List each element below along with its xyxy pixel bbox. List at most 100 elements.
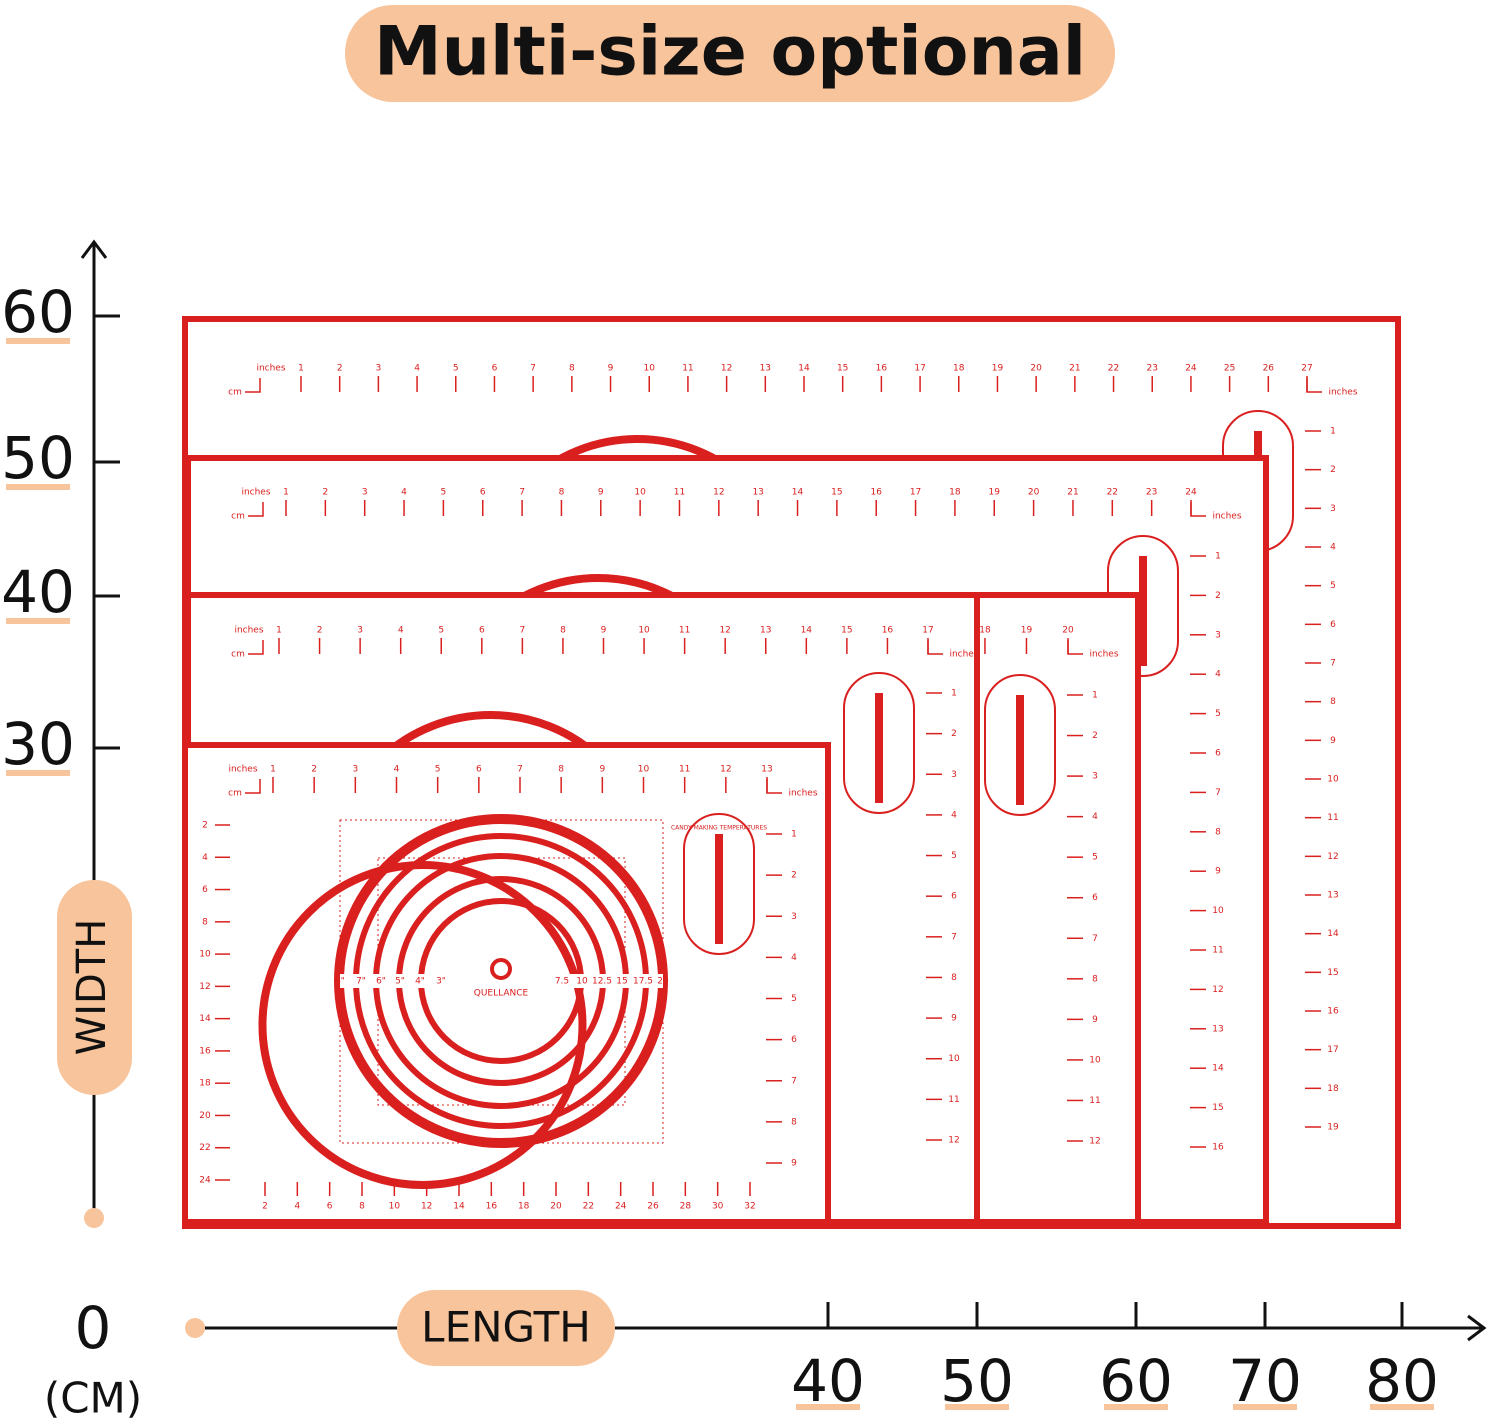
ruler-label: 3	[1330, 504, 1336, 514]
ruler-label: 16	[1212, 1143, 1224, 1153]
ruler-label: 17	[914, 364, 925, 374]
ruler-label: 14	[792, 488, 804, 498]
ruler-label: 14	[1212, 1064, 1224, 1074]
ruler-label: 12	[1212, 985, 1223, 995]
ruler-label: 19	[1327, 1123, 1339, 1133]
candy-panel	[843, 672, 915, 814]
ruler-label: 4	[394, 765, 400, 775]
ruler-label: 9	[1092, 1015, 1098, 1025]
title: Multi-size optional	[374, 13, 1086, 92]
y-axis-label: WIDTH	[69, 919, 115, 1056]
inches-label: inches	[1328, 388, 1357, 398]
ruler-label: 11	[679, 765, 690, 775]
ruler-label: 20	[199, 1111, 211, 1121]
inches-label: inches	[788, 789, 817, 799]
ruler-label: 2	[1330, 465, 1336, 475]
ruler-label: 1	[1330, 427, 1336, 437]
ruler-label: 24	[199, 1176, 211, 1186]
ruler-label: 1	[1215, 552, 1221, 562]
ruler-label: 14	[1327, 929, 1339, 939]
x-tick-label: 50	[940, 1347, 1014, 1415]
ruler-label: 2	[311, 765, 317, 775]
ruler-label: 12	[719, 626, 730, 636]
ruler-label: 8	[1092, 974, 1098, 984]
cm-corner	[248, 502, 264, 517]
ruler-label: 9	[1330, 736, 1336, 746]
ruler-label: 5	[1092, 853, 1098, 863]
ruler-label: 7	[1215, 788, 1221, 798]
circle-label: 5"	[395, 977, 405, 987]
ruler-label: 10	[634, 488, 646, 498]
circle-label: 3"	[436, 977, 446, 987]
ruler-label: 6	[480, 488, 486, 498]
ruler-label: 18	[949, 488, 961, 498]
ruler-label: 1	[270, 765, 276, 775]
ruler-label: 7	[791, 1076, 797, 1086]
ruler-label: 18	[979, 626, 991, 636]
inches-label: inches	[1212, 512, 1241, 522]
ruler-label: 16	[876, 364, 888, 374]
ruler-label: 15	[831, 488, 842, 498]
thermometer	[715, 834, 723, 944]
ruler-label: 10	[1327, 775, 1339, 785]
tick-underline	[945, 1404, 1009, 1410]
candy-panel	[984, 674, 1056, 816]
ruler-label: 11	[948, 1095, 959, 1105]
ruler-label: 2	[317, 626, 323, 636]
ruler-label: 18	[518, 1202, 530, 1212]
ruler-label: 15	[841, 626, 852, 636]
ruler-label: 6	[791, 1035, 797, 1045]
ruler-label: 10	[948, 1054, 960, 1064]
ruler-label: 12	[1327, 852, 1338, 862]
ruler-label: 22	[199, 1143, 210, 1153]
ruler-label: 9	[608, 364, 614, 374]
tick-underline	[6, 338, 70, 344]
ruler-label: 13	[760, 626, 771, 636]
ruler-label: 9	[601, 626, 607, 636]
ruler-label: 6	[951, 892, 957, 902]
ruler-label: 8	[791, 1117, 797, 1127]
ruler-label: 4	[414, 364, 420, 374]
ruler-label: 4	[294, 1202, 300, 1212]
inches-label: inches	[256, 364, 285, 374]
ruler-label: 5	[453, 364, 459, 374]
ruler-label: 9	[951, 1014, 957, 1024]
circle-label: 4"	[415, 977, 425, 987]
ruler-label: 19	[992, 364, 1004, 374]
ruler-label: 24	[1185, 364, 1197, 374]
ruler-label: 11	[1089, 1096, 1100, 1106]
ruler-label: 10	[199, 950, 211, 960]
ruler-label: 1	[283, 488, 289, 498]
ruler-label: 14	[801, 626, 813, 636]
inches-label: inches	[241, 488, 270, 498]
cm-corner	[245, 779, 261, 794]
ruler-label: 18	[953, 364, 965, 374]
ruler-label: 26	[647, 1202, 659, 1212]
thermometer	[875, 693, 883, 803]
tick-underline	[6, 770, 70, 776]
cm-label: cm	[228, 789, 242, 799]
ruler-label: 16	[1327, 1007, 1339, 1017]
ruler-label: 5	[951, 851, 957, 861]
y-label-pill	[57, 880, 132, 1095]
inch-corner	[927, 640, 943, 655]
circle-label: 7"	[356, 977, 366, 987]
ruler-label: 23	[1146, 488, 1157, 498]
title-pill	[345, 5, 1115, 102]
ruler-label: 14	[798, 364, 810, 374]
x-tick-label: 80	[1365, 1347, 1439, 1415]
ruler-label: 4	[401, 488, 407, 498]
ruler-label: 3	[1092, 772, 1098, 782]
ruler-label: 3	[791, 912, 797, 922]
ruler-label: 3	[357, 626, 363, 636]
ruler-label: 7	[1330, 659, 1336, 669]
circle-label: 20	[657, 977, 669, 987]
ruler-label: 13	[1212, 1024, 1223, 1034]
circle-label: 17.5	[633, 977, 653, 987]
ruler-label: 7	[530, 364, 536, 374]
circle-label: 10	[576, 977, 588, 987]
ruler-label: 17	[910, 488, 921, 498]
ruler-label: 19	[1021, 626, 1033, 636]
ruler-label: 10	[638, 626, 650, 636]
